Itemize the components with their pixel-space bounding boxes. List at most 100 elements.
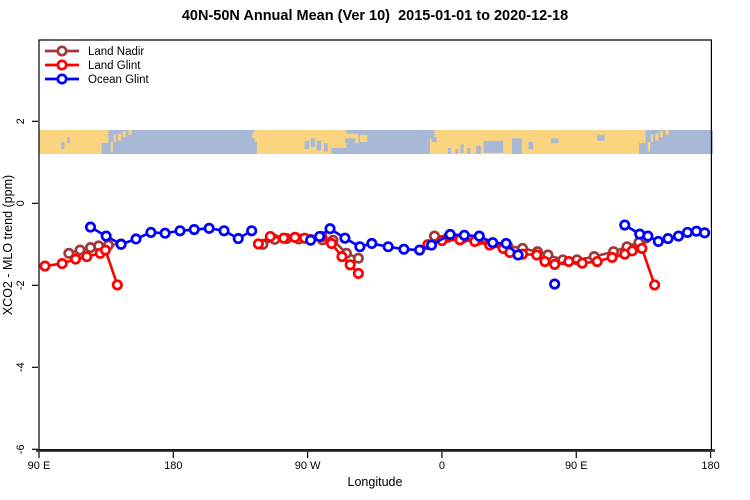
series-ocean-glint-point: [425, 239, 438, 251]
map-water-shape: [467, 148, 471, 154]
series-land-glint-point: [336, 251, 348, 263]
series-ocean-glint-point: [115, 238, 127, 250]
series-land-glint-point: [325, 237, 338, 250]
series-ocean-glint-point: [662, 233, 674, 245]
chart-title: 40N-50N Annual Mean (Ver 10) 2015-01-01 …: [181, 8, 569, 24]
series-ocean-glint-point: [218, 225, 230, 237]
series-ocean-glint-point: [84, 221, 97, 233]
series-ocean-glint-point: [130, 233, 142, 245]
series-land-glint-point: [56, 258, 68, 270]
map-land-shape: [254, 130, 257, 142]
series-ocean-glint-point: [512, 249, 524, 261]
map-land-shape: [665, 130, 669, 135]
series-land-glint-point: [344, 259, 356, 271]
x-axis-title: Longitude: [348, 475, 403, 489]
series-ocean-glint-point: [145, 226, 157, 238]
series-ocean-glint-point: [458, 229, 470, 241]
series-ocean-glint-point: [414, 244, 426, 256]
map-land-shape: [638, 130, 646, 144]
map-land-shape: [430, 138, 447, 154]
series-ocean-glint-point: [314, 230, 326, 243]
series-ocean-glint-point: [681, 226, 693, 238]
series-ocean-glint-point: [500, 237, 512, 250]
map-land-shape: [252, 132, 257, 139]
map-land-shape: [659, 131, 663, 138]
world-map-strip: [39, 130, 713, 154]
series-ocean-glint-point: [100, 230, 112, 242]
x-tick-label: 180: [164, 460, 182, 472]
map-water-shape: [447, 148, 451, 154]
series-land-glint-point: [99, 244, 111, 256]
series-land-glint-point: [278, 232, 290, 244]
series-ocean-glint-point: [339, 232, 351, 244]
legend-label: Land Nadir: [88, 46, 144, 58]
x-tick-label: 90 E: [565, 460, 588, 472]
map-water-shape: [310, 138, 316, 147]
legend-label: Land Glint: [88, 60, 141, 72]
series-land-glint-point: [591, 255, 603, 268]
series-land-glint-point: [626, 245, 638, 257]
series-ocean-glint-point: [382, 241, 394, 253]
x-tick-label: 90 W: [295, 460, 321, 472]
map-water-shape: [316, 140, 322, 151]
series-land-glint-point: [649, 279, 661, 291]
series-ocean-glint-point: [174, 225, 186, 237]
y-tick-label: -4: [15, 362, 27, 372]
series-ocean-glint-point: [619, 219, 631, 231]
map-land-shape: [118, 133, 122, 141]
series-ocean-glint-point: [232, 233, 244, 245]
y-tick-label: -6: [15, 444, 27, 454]
series-ocean-glint-point: [549, 278, 561, 290]
series-land-glint-point: [70, 253, 82, 265]
legend-item-land-glint: Land Glint: [45, 59, 141, 72]
x-tick-label: 180: [701, 460, 719, 472]
series-land-glint-point: [264, 230, 276, 243]
series-ocean-glint-point: [159, 227, 171, 239]
legend-item-ocean-glint: Ocean Glint: [45, 73, 150, 86]
series-land-nadir-point: [428, 230, 441, 242]
series-land-nadir-point: [74, 244, 86, 256]
map-land-shape: [650, 134, 654, 142]
series-ocean-glint: [84, 219, 711, 290]
map-land-shape: [110, 142, 113, 152]
y-axis-title: XCO2 - MLO trend (ppm): [1, 175, 15, 315]
map-water-shape: [528, 142, 533, 150]
series-ocean-glint-point: [699, 227, 711, 239]
y-tick-label: 2: [15, 118, 27, 124]
series-land-glint-point: [563, 255, 575, 268]
series-ocean-glint-line: [309, 227, 520, 257]
series-ocean-glint-point: [324, 223, 336, 235]
map-land-shape: [446, 130, 639, 154]
series-ocean-glint-point: [246, 225, 258, 237]
series-land-glint-point: [636, 242, 648, 254]
legend-item-land-nadir: Land Nadir: [45, 45, 144, 58]
legend-marker: [56, 59, 68, 71]
series-ocean-glint-point: [652, 235, 664, 247]
series-land-glint-point: [39, 260, 51, 272]
series-ocean-glint-point: [473, 230, 485, 242]
map-water-shape: [431, 137, 437, 142]
series-land-nadir-point: [63, 247, 75, 259]
map-land-shape: [122, 131, 126, 138]
map-land-shape: [128, 130, 132, 135]
map-water-shape: [304, 140, 310, 150]
legend-marker: [56, 73, 68, 85]
series-ocean-glint-point: [672, 230, 685, 242]
map-water-shape: [455, 149, 459, 154]
map-land-shape: [434, 130, 448, 142]
map-land-shape: [331, 130, 347, 148]
map-water-shape: [61, 142, 65, 150]
series-ocean-glint-point: [487, 237, 499, 249]
y-tick-label: 0: [15, 200, 27, 206]
x-tick-label: 0: [439, 460, 445, 472]
series-ocean-glint-point: [203, 222, 215, 234]
series-land-glint-point: [539, 255, 551, 268]
map-land-shape: [39, 130, 102, 154]
series-land-glint-point: [252, 238, 264, 250]
series-ocean-glint-point: [305, 234, 317, 246]
map-water-shape: [512, 138, 522, 154]
series-land-glint: [39, 230, 661, 291]
x-tick-label: 90 E: [28, 460, 51, 472]
